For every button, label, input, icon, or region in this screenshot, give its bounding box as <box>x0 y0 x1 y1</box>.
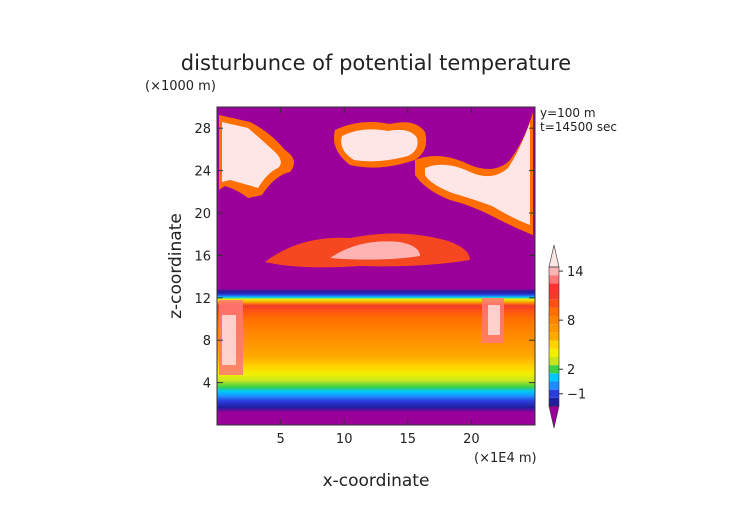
mid-level-band-core <box>330 241 420 260</box>
annotation-t: t=14500 sec <box>540 120 617 134</box>
colorbar-tick-label: 8 <box>567 314 575 329</box>
y-tick-label: 16 <box>194 249 211 264</box>
plot-frame <box>216 106 536 426</box>
colorbar-segment <box>549 267 559 276</box>
x-tick-label: 10 <box>336 432 353 447</box>
y-tick-label: 12 <box>194 292 211 307</box>
colorbar-segment <box>549 365 559 374</box>
colorbar-segment <box>549 275 559 284</box>
colorbar-segment <box>549 332 559 341</box>
colorbar-frame <box>548 266 560 407</box>
y-tick-label: 20 <box>194 207 211 222</box>
colorbar-segment <box>549 307 559 317</box>
colorbar-segment <box>549 340 559 349</box>
y-tick-label: 4 <box>203 377 211 392</box>
colorbar-extend-high <box>548 244 560 268</box>
colorbar-tick-label: −1 <box>567 388 586 403</box>
colorbar-segment <box>549 348 559 357</box>
colorbar-segment <box>549 397 559 406</box>
colorbar-segment <box>549 316 559 325</box>
y-tick-label: 28 <box>194 122 211 137</box>
upper-patch-left-core <box>222 122 281 188</box>
upper-patch-right-core <box>425 122 530 225</box>
upper-patch-center-core <box>341 129 418 162</box>
x-axis-label: x-coordinate <box>323 471 430 491</box>
colorbar-tick-label: 2 <box>567 363 575 378</box>
x-tick-label: 15 <box>400 432 417 447</box>
y-tick-label: 24 <box>194 165 211 180</box>
warm-column-left-core <box>222 315 236 365</box>
colorbar-segment <box>549 324 559 333</box>
heatmap-field <box>217 107 535 425</box>
chart-title: disturbunce of potential temperature <box>181 51 571 75</box>
colorbar-segment <box>549 283 559 292</box>
x-axis: 5 10 15 20 <box>276 107 480 447</box>
colorbar-segment <box>549 291 559 300</box>
y-unit-label: (×1000 m) <box>145 79 216 94</box>
colorbar-extend-low <box>548 405 560 429</box>
x-unit-label: (×1E4 m) <box>474 451 537 466</box>
colorbar-segment <box>549 373 559 382</box>
x-tick-label: 20 <box>463 432 480 447</box>
colorbar-segment <box>549 389 559 398</box>
y-axis-label: z-coordinate <box>166 213 186 319</box>
colorbar-segment <box>549 381 559 390</box>
warm-column-right-core <box>488 305 500 335</box>
colorbar-segment <box>549 299 559 308</box>
colorbar-tick-label: 14 <box>567 265 584 280</box>
colorbar: −1 2 8 14 <box>548 244 586 429</box>
y-axis: 4 8 12 16 20 24 28 <box>194 122 535 392</box>
annotation-y: y=100 m <box>540 106 596 120</box>
y-tick-label: 8 <box>203 334 211 349</box>
colorbar-segment <box>549 356 559 366</box>
x-tick-label: 5 <box>276 432 284 447</box>
